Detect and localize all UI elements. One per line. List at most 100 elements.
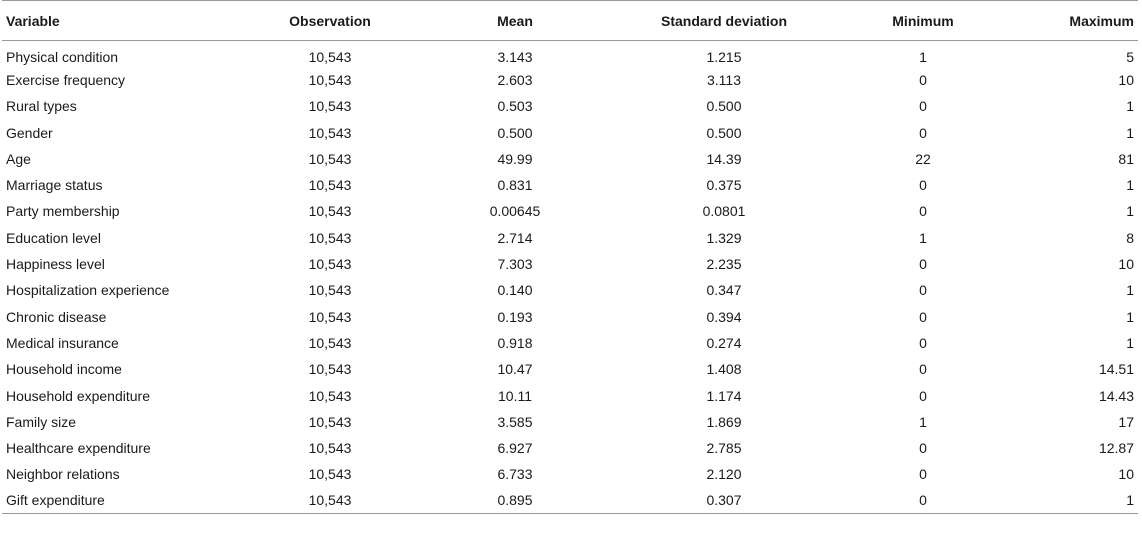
cell-variable: Healthcare expenditure (6, 440, 151, 457)
table-row: Household income 10,543 10.47 1.408 0 14.51 (2, 356, 1138, 382)
cell-standard-deviation: 0.0801 (702, 203, 746, 220)
table-row: Healthcare expenditure 10,543 6.927 2.785 0 1… (2, 435, 1138, 461)
cell-mean: 3.143 (497, 48, 533, 65)
cell-variable: Hospitalization experience (6, 282, 170, 299)
cell-maximum: 12.87 (1098, 440, 1134, 457)
cell-observation: 10,543 (308, 361, 352, 378)
cell-standard-deviation: 0.500 (706, 98, 742, 115)
cell-minimum: 0 (919, 256, 927, 273)
cell-maximum: 1 (1126, 203, 1134, 220)
table-row: Medical insurance 10,543 0.918 0.274 0 1 (2, 330, 1138, 356)
cell-mean: 2.714 (497, 229, 533, 246)
cell-standard-deviation: 1.329 (706, 229, 742, 246)
cell-maximum: 17 (1118, 413, 1134, 430)
cell-observation: 10,543 (308, 466, 352, 483)
cell-maximum: 1 (1126, 282, 1134, 299)
cell-minimum: 0 (919, 177, 927, 194)
cell-minimum: 0 (919, 387, 927, 404)
cell-minimum: 0 (919, 308, 927, 325)
cell-observation: 10,543 (308, 440, 352, 457)
cell-mean: 0.895 (497, 492, 533, 509)
cell-minimum: 0 (919, 203, 927, 220)
cell-minimum: 0 (919, 71, 927, 88)
cell-mean: 10.11 (498, 387, 532, 404)
table-row: Exercise frequency 10,543 2.603 3.113 0 10 (2, 67, 1138, 93)
cell-observation: 10,543 (308, 413, 352, 430)
table-row: Hospitalization experience 10,543 0.140 0.3… (2, 277, 1138, 303)
cell-minimum: 22 (915, 150, 931, 167)
cell-maximum: 1 (1126, 124, 1134, 141)
cell-maximum: 14.51 (1098, 361, 1134, 378)
cell-standard-deviation: 0.394 (706, 308, 742, 325)
table-row: Rural types 10,543 0.503 0.500 0 1 (2, 93, 1138, 119)
cell-variable: Physical condition (6, 48, 119, 65)
cell-observation: 10,543 (308, 387, 352, 404)
cell-mean: 0.193 (497, 308, 533, 325)
cell-variable: Family size (6, 413, 77, 430)
cell-mean: 3.585 (497, 413, 533, 430)
table-row: Gift expenditure 10,543 0.895 0.307 0 1 (2, 488, 1138, 514)
table-row: Household expenditure 10,543 10.11 1.174 0 14… (2, 382, 1138, 408)
cell-observation: 10,543 (308, 308, 352, 325)
cell-minimum: 1 (919, 229, 927, 246)
cell-observation: 10,543 (308, 124, 352, 141)
cell-maximum: 14.43 (1098, 387, 1134, 404)
cell-mean: 0.140 (497, 282, 533, 299)
cell-variable: Medical insurance (6, 334, 119, 351)
cell-minimum: 1 (919, 48, 927, 65)
table-body: Physical condition 10,543 3.143 1.215 1 5 Exer… (2, 41, 1138, 514)
cell-mean: 49.99 (497, 150, 533, 167)
cell-maximum: 10 (1118, 71, 1134, 88)
cell-mean: 0.00645 (489, 203, 541, 220)
cell-mean: 0.918 (497, 334, 533, 351)
cell-observation: 10,543 (308, 98, 352, 115)
cell-standard-deviation: 2.785 (706, 440, 742, 457)
cell-observation: 10,543 (308, 492, 352, 509)
header-observation: Observation (289, 12, 371, 29)
cell-minimum: 0 (919, 98, 927, 115)
table-row: Age 10,543 49.99 14.39 22 81 (2, 146, 1138, 172)
table-row: Neighbor relations 10,543 6.733 2.120 0 10 (2, 461, 1138, 487)
cell-observation: 10,543 (308, 71, 352, 88)
cell-variable: Happiness level (6, 256, 105, 273)
cell-standard-deviation: 0.500 (706, 124, 742, 141)
cell-maximum: 1 (1126, 98, 1134, 115)
cell-minimum: 0 (919, 492, 927, 509)
cell-standard-deviation: 1.215 (706, 48, 742, 65)
cell-minimum: 0 (919, 361, 927, 378)
cell-observation: 10,543 (308, 229, 352, 246)
cell-mean: 2.603 (497, 71, 533, 88)
cell-mean: 6.733 (497, 466, 533, 483)
cell-standard-deviation: 0.307 (706, 492, 742, 509)
cell-minimum: 0 (919, 440, 927, 457)
table-row: Family size 10,543 3.585 1.869 1 17 (2, 409, 1138, 435)
cell-minimum: 0 (919, 334, 927, 351)
cell-mean: 6.927 (497, 440, 533, 457)
cell-standard-deviation: 3.113 (707, 71, 741, 88)
cell-standard-deviation: 0.274 (706, 334, 742, 351)
cell-observation: 10,543 (308, 150, 352, 167)
table-header: Variable Observation Mean Standard devia… (2, 0, 1138, 41)
cell-observation: 10,543 (308, 256, 352, 273)
cell-standard-deviation: 1.174 (706, 387, 742, 404)
cell-standard-deviation: 0.375 (706, 177, 742, 194)
cell-maximum: 10 (1118, 466, 1134, 483)
cell-maximum: 8 (1126, 229, 1134, 246)
table-row: Marriage status 10,543 0.831 0.375 0 1 (2, 172, 1138, 198)
cell-variable: Gift expenditure (6, 492, 105, 509)
cell-standard-deviation: 1.408 (706, 361, 742, 378)
cell-maximum: 1 (1126, 177, 1134, 194)
cell-standard-deviation: 2.120 (706, 466, 742, 483)
cell-maximum: 1 (1126, 308, 1134, 325)
cell-mean: 0.831 (497, 177, 533, 194)
header-row: Variable Observation Mean Standard devia… (2, 0, 1138, 41)
cell-mean: 0.500 (497, 124, 533, 141)
table-row: Gender 10,543 0.500 0.500 0 1 (2, 119, 1138, 145)
header-mean: Mean (497, 12, 533, 29)
cell-mean: 0.503 (497, 98, 533, 115)
cell-observation: 10,543 (308, 177, 352, 194)
header-standard-deviation: Standard deviation (660, 12, 788, 29)
cell-observation: 10,543 (308, 282, 352, 299)
cell-variable: Chronic disease (6, 308, 107, 325)
descriptive-statistics-table: Variable Observation Mean Standard devia… (2, 0, 1138, 514)
